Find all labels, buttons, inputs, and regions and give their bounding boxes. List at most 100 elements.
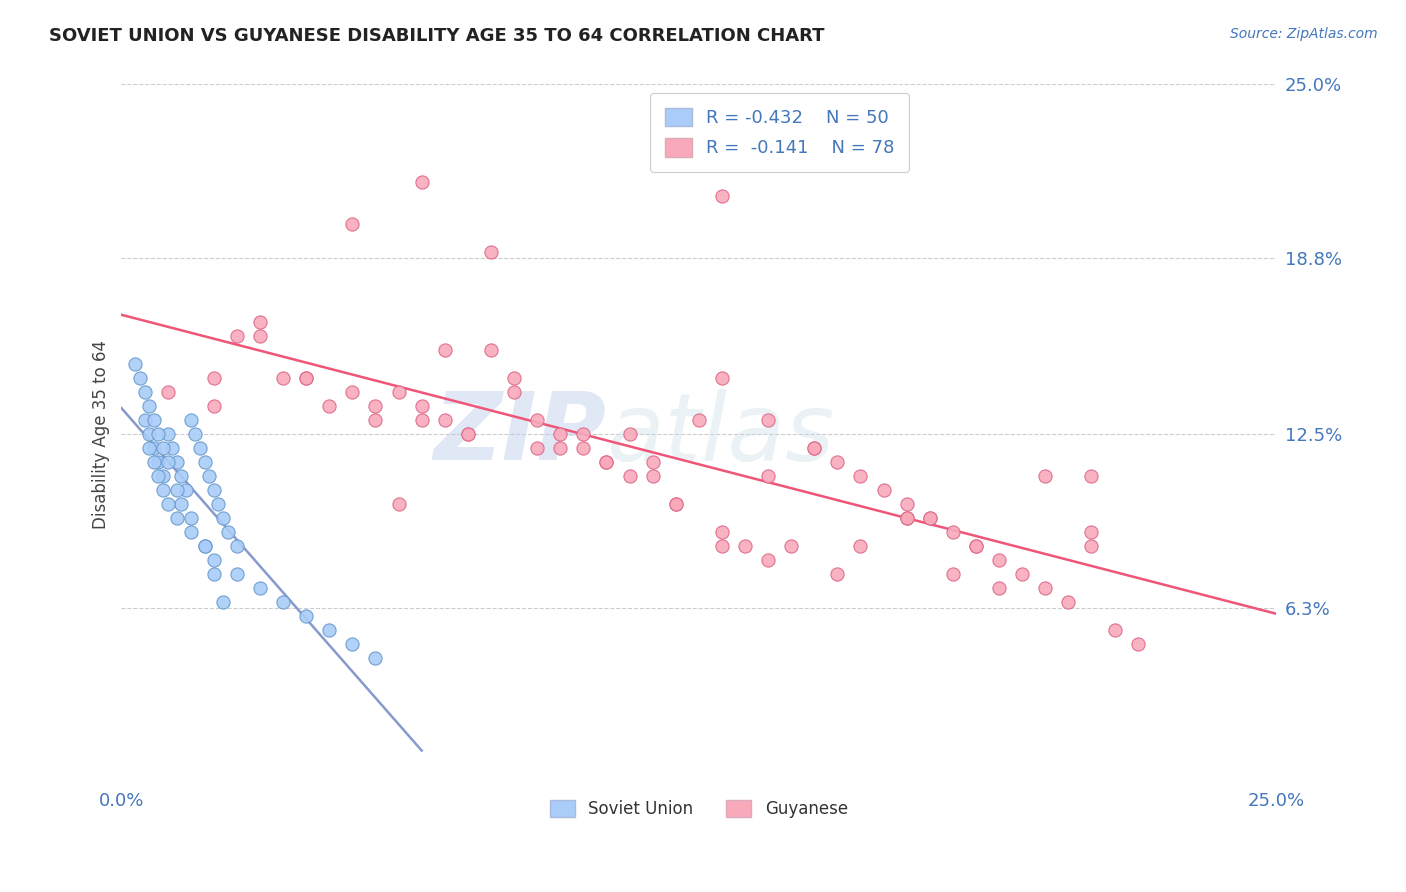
Point bbox=[988, 553, 1011, 567]
Point bbox=[138, 441, 160, 455]
Point bbox=[918, 511, 941, 525]
Point bbox=[756, 469, 779, 483]
Point bbox=[411, 175, 433, 189]
Point bbox=[212, 595, 235, 609]
Point bbox=[572, 441, 595, 455]
Point bbox=[342, 385, 364, 400]
Point bbox=[619, 469, 641, 483]
Point bbox=[1033, 581, 1056, 595]
Point bbox=[142, 413, 165, 427]
Point bbox=[295, 371, 318, 385]
Point bbox=[166, 455, 188, 469]
Point bbox=[387, 385, 409, 400]
Point bbox=[148, 469, 170, 483]
Point bbox=[138, 399, 160, 413]
Point bbox=[641, 455, 664, 469]
Point bbox=[166, 483, 188, 497]
Point bbox=[170, 469, 193, 483]
Point bbox=[134, 413, 156, 427]
Point bbox=[548, 441, 571, 455]
Point bbox=[180, 413, 202, 427]
Point bbox=[734, 539, 756, 553]
Point bbox=[1080, 524, 1102, 539]
Point bbox=[318, 623, 340, 637]
Point bbox=[457, 427, 479, 442]
Point bbox=[202, 553, 225, 567]
Point bbox=[180, 511, 202, 525]
Point bbox=[479, 343, 502, 358]
Point bbox=[988, 581, 1011, 595]
Point bbox=[124, 357, 146, 371]
Point bbox=[433, 413, 456, 427]
Point bbox=[226, 566, 249, 581]
Point bbox=[595, 455, 617, 469]
Point bbox=[217, 524, 239, 539]
Text: Source: ZipAtlas.com: Source: ZipAtlas.com bbox=[1230, 27, 1378, 41]
Point bbox=[479, 245, 502, 260]
Point bbox=[134, 385, 156, 400]
Point bbox=[271, 371, 294, 385]
Y-axis label: Disability Age 35 to 64: Disability Age 35 to 64 bbox=[93, 340, 110, 529]
Point bbox=[710, 189, 733, 203]
Point bbox=[780, 539, 803, 553]
Point bbox=[249, 315, 271, 329]
Point bbox=[138, 427, 160, 442]
Point bbox=[194, 539, 217, 553]
Point bbox=[803, 441, 825, 455]
Point bbox=[295, 608, 318, 623]
Point bbox=[756, 413, 779, 427]
Point bbox=[194, 539, 217, 553]
Point bbox=[503, 371, 526, 385]
Point bbox=[872, 483, 894, 497]
Point bbox=[174, 483, 197, 497]
Point bbox=[364, 413, 387, 427]
Point bbox=[387, 497, 409, 511]
Point bbox=[896, 511, 918, 525]
Point bbox=[194, 455, 217, 469]
Point bbox=[142, 455, 165, 469]
Point bbox=[1126, 637, 1149, 651]
Point bbox=[271, 595, 294, 609]
Point bbox=[803, 441, 825, 455]
Point bbox=[965, 539, 987, 553]
Point bbox=[710, 371, 733, 385]
Text: ZIP: ZIP bbox=[433, 388, 606, 480]
Point bbox=[184, 427, 207, 442]
Point bbox=[1033, 469, 1056, 483]
Point bbox=[295, 371, 318, 385]
Point bbox=[152, 469, 174, 483]
Point bbox=[572, 427, 595, 442]
Point bbox=[548, 427, 571, 442]
Point bbox=[411, 399, 433, 413]
Point bbox=[152, 441, 174, 455]
Point bbox=[342, 217, 364, 231]
Point bbox=[849, 539, 872, 553]
Point bbox=[148, 455, 170, 469]
Point bbox=[156, 385, 179, 400]
Point bbox=[152, 483, 174, 497]
Point bbox=[503, 385, 526, 400]
Point bbox=[665, 497, 688, 511]
Point bbox=[129, 371, 152, 385]
Point bbox=[526, 413, 548, 427]
Legend: Soviet Union, Guyanese: Soviet Union, Guyanese bbox=[543, 793, 855, 824]
Point bbox=[526, 441, 548, 455]
Point bbox=[202, 371, 225, 385]
Point bbox=[433, 343, 456, 358]
Point bbox=[166, 511, 188, 525]
Point bbox=[188, 441, 211, 455]
Point bbox=[965, 539, 987, 553]
Point bbox=[756, 553, 779, 567]
Point bbox=[142, 441, 165, 455]
Point bbox=[156, 427, 179, 442]
Point bbox=[162, 441, 184, 455]
Point bbox=[896, 497, 918, 511]
Point bbox=[364, 651, 387, 665]
Point bbox=[249, 329, 271, 343]
Point bbox=[202, 399, 225, 413]
Point bbox=[665, 497, 688, 511]
Point bbox=[249, 581, 271, 595]
Point bbox=[180, 524, 202, 539]
Point bbox=[942, 524, 965, 539]
Point bbox=[226, 539, 249, 553]
